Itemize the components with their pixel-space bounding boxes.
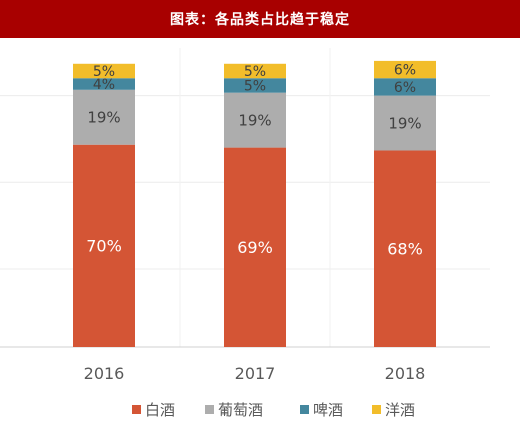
bar-baijiu-2016 (73, 144, 135, 347)
data-label-grape-wine-2017: 19% (238, 112, 271, 130)
stacked-bar-chart: 70%19%4%5%201669%19%5%5%201768%19%6%6%20… (0, 48, 490, 419)
legend-swatch-grape-wine (205, 405, 214, 414)
data-label-baijiu-2018: 68% (387, 240, 423, 259)
bar-foreign-liquor-2017 (224, 63, 286, 79)
chart-title: 图表：各品类占比趋于稳定 (0, 0, 520, 38)
legend-swatch-baijiu (132, 405, 141, 414)
data-label-foreign-liquor-2018: 6% (394, 63, 416, 79)
data-label-baijiu-2017: 69% (237, 238, 273, 257)
legend-label-grape-wine: 葡萄酒 (218, 401, 263, 419)
data-label-baijiu-2016: 70% (86, 237, 122, 256)
legend-label-beer: 啤酒 (313, 401, 343, 419)
data-label-grape-wine-2016: 19% (87, 109, 120, 127)
bar-baijiu-2017 (224, 147, 286, 347)
bar-grape-wine-2017 (224, 92, 286, 148)
data-label-grape-wine-2018: 19% (388, 114, 421, 132)
bar-foreign-liquor-2016 (73, 63, 135, 79)
data-label-foreign-liquor-2016: 5% (93, 64, 115, 80)
data-label-foreign-liquor-2017: 5% (244, 64, 266, 80)
legend-label-foreign-liquor: 洋酒 (385, 401, 415, 419)
legend-label-baijiu: 白酒 (145, 401, 175, 419)
bar-beer-2018 (374, 78, 436, 96)
bar-grape-wine-2018 (374, 95, 436, 151)
bar-grape-wine-2016 (73, 89, 135, 145)
bar-beer-2017 (224, 78, 286, 93)
bar-beer-2016 (73, 78, 135, 90)
x-tick-label: 2016 (84, 364, 125, 383)
legend-swatch-beer (300, 405, 309, 414)
legend-swatch-foreign-liquor (372, 405, 381, 414)
bar-foreign-liquor-2018 (374, 60, 436, 79)
data-label-beer-2017: 5% (244, 78, 266, 94)
x-tick-label: 2018 (385, 364, 426, 383)
x-tick-label: 2017 (235, 364, 276, 383)
data-label-beer-2018: 6% (394, 80, 416, 96)
data-label-beer-2016: 4% (93, 77, 115, 93)
bar-baijiu-2018 (374, 150, 436, 347)
